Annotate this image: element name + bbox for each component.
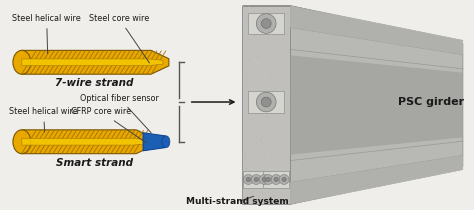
Ellipse shape xyxy=(263,175,273,184)
Bar xyxy=(242,6,290,204)
Text: PSC girder: PSC girder xyxy=(398,97,464,107)
Ellipse shape xyxy=(244,175,253,184)
Polygon shape xyxy=(290,6,463,55)
Text: 7-wire strand: 7-wire strand xyxy=(55,78,134,88)
Ellipse shape xyxy=(274,177,278,182)
Ellipse shape xyxy=(256,92,276,112)
Polygon shape xyxy=(22,50,169,74)
Text: Steel helical wire: Steel helical wire xyxy=(9,108,78,132)
Ellipse shape xyxy=(266,177,271,182)
Ellipse shape xyxy=(13,130,31,154)
Ellipse shape xyxy=(251,175,261,184)
Ellipse shape xyxy=(259,175,269,184)
Polygon shape xyxy=(22,138,148,145)
Polygon shape xyxy=(290,55,463,155)
Polygon shape xyxy=(22,59,163,66)
Text: Steel core wire: Steel core wire xyxy=(89,14,149,63)
Polygon shape xyxy=(290,6,463,204)
Bar xyxy=(243,171,269,188)
Ellipse shape xyxy=(261,97,271,107)
Ellipse shape xyxy=(262,177,266,182)
Bar xyxy=(263,171,289,188)
Text: Steel helical wire: Steel helical wire xyxy=(12,14,81,54)
Text: Smart strand: Smart strand xyxy=(56,158,133,168)
Ellipse shape xyxy=(271,175,281,184)
Polygon shape xyxy=(143,133,165,151)
Text: Optical fiber sensor: Optical fiber sensor xyxy=(80,93,159,133)
Polygon shape xyxy=(290,155,463,204)
Ellipse shape xyxy=(279,175,289,184)
Ellipse shape xyxy=(13,50,31,74)
Bar xyxy=(248,91,284,113)
Bar xyxy=(248,13,284,34)
Ellipse shape xyxy=(246,177,251,182)
Ellipse shape xyxy=(261,19,271,29)
Text: CFRP core wire: CFRP core wire xyxy=(71,108,147,143)
Ellipse shape xyxy=(282,177,286,182)
Ellipse shape xyxy=(256,14,276,33)
Ellipse shape xyxy=(162,136,170,148)
Polygon shape xyxy=(242,6,463,43)
Polygon shape xyxy=(22,130,154,154)
Ellipse shape xyxy=(254,177,258,182)
Text: Multi-strand system: Multi-strand system xyxy=(186,196,289,206)
